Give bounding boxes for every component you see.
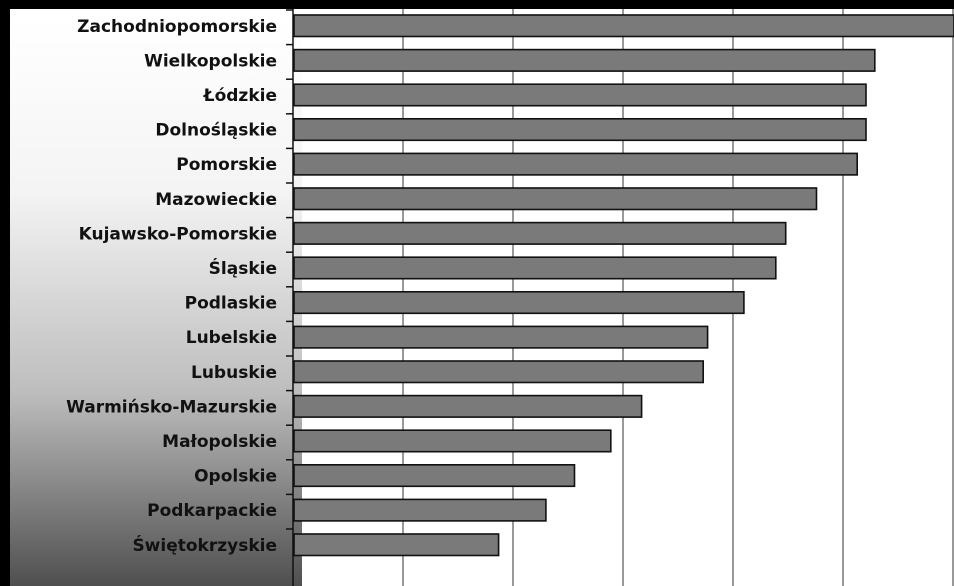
category-label: Śląskie [209, 257, 277, 279]
bar [293, 325, 709, 349]
category-label: Kujawsko-Pomorskie [79, 224, 277, 244]
category-label: Lubelskie [186, 328, 277, 348]
bar [293, 498, 547, 522]
category-labels: Zachodniopomorskie Wielkopolskie Łódzkie Do… [66, 17, 277, 556]
category-label: Dolnośląskie [155, 121, 277, 141]
bar [293, 187, 818, 211]
bar [293, 429, 612, 453]
category-label: Małopolskie [162, 432, 277, 452]
category-label: Podlaskie [185, 294, 277, 314]
category-label: Mazowieckie [155, 190, 277, 210]
category-label-panel [10, 18, 302, 586]
bar-chart: Zachodniopomorskie Wielkopolskie Łódzkie Do… [66, 9, 954, 586]
bar [293, 118, 867, 142]
category-label: Opolskie [194, 467, 277, 487]
bar [293, 83, 867, 107]
bars [293, 14, 954, 557]
bar [293, 360, 705, 384]
bar [293, 463, 576, 488]
category-label: Świętokrzyskie [132, 534, 277, 556]
category-label: Warmińsko-Mazurskie [66, 397, 277, 417]
category-label: Pomorskie [176, 155, 277, 175]
bar [293, 394, 643, 418]
category-label: Lubuskie [191, 363, 277, 383]
category-label: Podkarpackie [147, 501, 277, 521]
category-label: Zachodniopomorskie [77, 17, 277, 37]
bar [293, 290, 745, 315]
bar [293, 48, 876, 72]
category-label: Łódzkie [203, 86, 277, 106]
bar [293, 152, 859, 176]
bar [293, 221, 787, 245]
bar [293, 14, 954, 38]
bar [293, 533, 500, 557]
bar [293, 256, 777, 280]
category-label: Wielkopolskie [144, 51, 277, 71]
